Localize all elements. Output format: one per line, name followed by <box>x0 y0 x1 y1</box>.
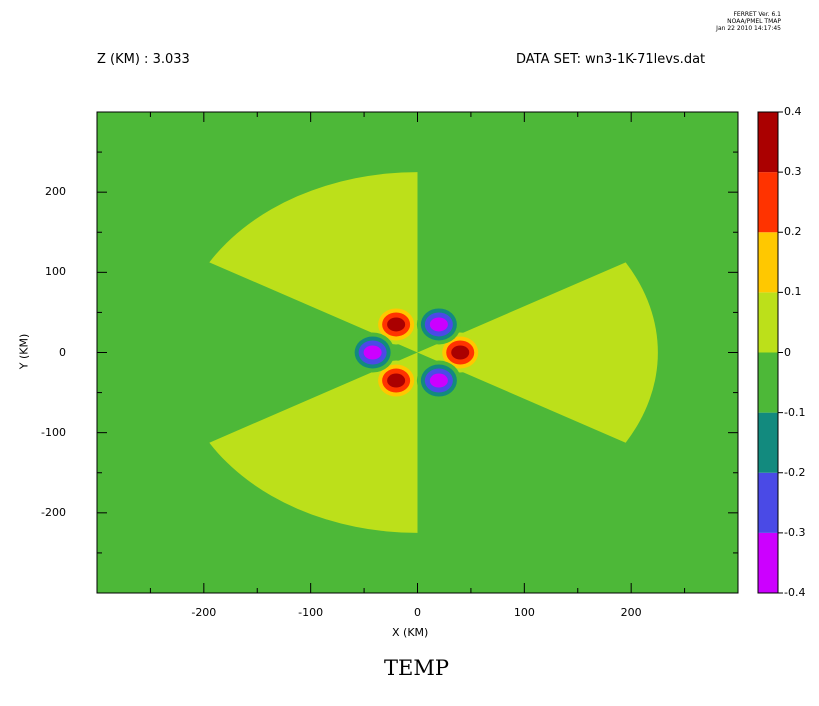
colorbar-swatch <box>758 172 778 233</box>
colorbar-swatch <box>758 352 778 413</box>
y-tick-label: 0 <box>59 345 66 359</box>
colorbar-swatch <box>758 232 778 293</box>
blob-3-band-4 <box>387 373 406 388</box>
y-tick-label: 200 <box>45 185 66 199</box>
cold-blob-5 <box>416 304 461 345</box>
y-tick-label: -200 <box>41 505 66 519</box>
y-tick-label: 100 <box>45 265 66 279</box>
sector-1 <box>417 262 658 443</box>
cold-blob-4 <box>350 332 395 373</box>
warm-blob-1 <box>438 332 483 373</box>
blob-5-band-4 <box>429 317 448 332</box>
colorbar-label: 0 <box>784 345 791 359</box>
banner-line-3: Jan 22 2010 14:17:45 <box>716 25 781 32</box>
x-tick-label: -200 <box>191 606 217 619</box>
colorbar-swatch <box>758 472 778 533</box>
x-tick-label: 200 <box>620 606 642 619</box>
blob-1-band-4 <box>451 345 470 360</box>
banner-line-1: FERRET Ver. 6.1 <box>733 11 781 18</box>
colorbar-label: 0.3 <box>784 165 802 179</box>
x-tick-label: 0 <box>414 606 421 619</box>
x-tick-label: 100 <box>513 606 535 619</box>
colorbar-swatch <box>758 532 778 593</box>
blob-2-band-4 <box>387 317 406 332</box>
colorbar-label: -0.4 <box>784 586 806 599</box>
colorbar-label: 0.2 <box>784 225 802 239</box>
colorbar-swatch <box>758 412 778 473</box>
colorbar-label: 0.1 <box>784 285 802 299</box>
ferret-banner: FERRET Ver. 6.1 NOAA/PMEL TMAP Jan 22 20… <box>690 11 781 32</box>
cold-blob-6 <box>416 360 461 401</box>
chart-title: TEMP <box>384 656 449 680</box>
x-tick-label: -100 <box>298 606 324 619</box>
colorbar-label: -0.2 <box>784 465 806 479</box>
colorbar-label: -0.1 <box>784 405 806 419</box>
sector-3 <box>209 352 418 533</box>
sector-2 <box>209 172 418 353</box>
z-level-label: Z (KM) : 3.033 <box>97 52 190 67</box>
x-axis-label: X (KM) <box>392 626 429 639</box>
colorbar-swatch <box>758 292 778 353</box>
y-axis-label: Y (KM) <box>17 333 31 370</box>
warm-blob-2 <box>374 304 419 345</box>
warm-blob-3 <box>374 360 419 401</box>
y-tick-label: -100 <box>41 425 66 439</box>
colorbar-label: -0.3 <box>784 525 806 539</box>
dataset-label: DATA SET: wn3-1K-71levs.dat <box>516 52 706 67</box>
colorbar-label: 0.4 <box>784 105 802 118</box>
banner-line-2: NOAA/PMEL TMAP <box>727 18 781 25</box>
blob-4-band-4 <box>363 345 382 360</box>
colorbar-swatch <box>758 112 778 173</box>
blob-6-band-4 <box>429 373 448 388</box>
